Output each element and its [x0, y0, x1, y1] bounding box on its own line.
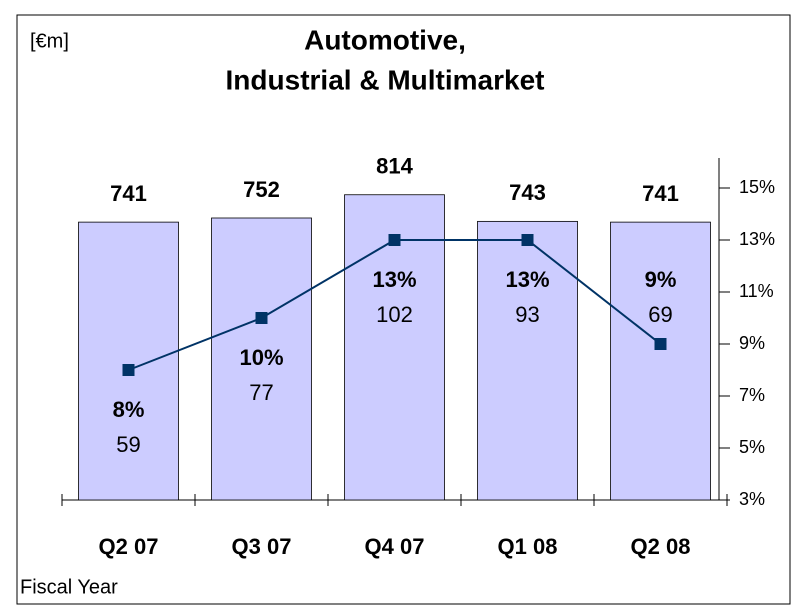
bar — [610, 221, 711, 501]
bar — [211, 217, 312, 501]
line-value-label: 10% — [239, 345, 283, 370]
segment-value-label: 59 — [116, 432, 140, 457]
line-marker — [122, 364, 135, 376]
bar-value-label: 743 — [509, 180, 546, 205]
bar-value-label: 814 — [376, 154, 413, 179]
y2-tick-label: 5% — [739, 437, 765, 457]
y2-tick-label: 3% — [739, 489, 765, 509]
y2-tick-label: 9% — [739, 333, 765, 353]
line-value-label: 9% — [645, 267, 677, 292]
segment-value-label: 93 — [515, 302, 539, 327]
x-tick-label: Q2 07 — [99, 534, 159, 559]
line-value-label: 13% — [372, 267, 416, 292]
line-marker — [388, 234, 401, 246]
bar-value-label: 752 — [243, 177, 280, 202]
bar — [78, 221, 179, 501]
bar-value-label: 741 — [110, 181, 147, 206]
x-tick-label: Q2 08 — [631, 534, 691, 559]
x-tick-label: Q3 07 — [232, 534, 292, 559]
line-value-label: 13% — [505, 267, 549, 292]
bar — [477, 220, 578, 501]
line-value-label: 8% — [113, 397, 145, 422]
bar-value-label: 741 — [642, 181, 679, 206]
chart-title: Automotive, — [304, 24, 466, 55]
x-tick-label: Q4 07 — [365, 534, 425, 559]
y2-tick-label: 15% — [739, 177, 775, 197]
line-marker — [255, 312, 268, 324]
unit-label: [€m] — [30, 30, 69, 52]
y2-tick-label: 7% — [739, 385, 765, 405]
x-axis-label: Fiscal Year — [20, 576, 118, 598]
line-marker — [654, 338, 667, 350]
segment-value-label: 77 — [249, 380, 273, 405]
y2-tick-label: 13% — [739, 229, 775, 249]
chart-title: Industrial & Multimarket — [226, 64, 545, 95]
segment-value-label: 69 — [648, 302, 672, 327]
line-marker — [521, 234, 534, 246]
y2-tick-label: 11% — [739, 281, 774, 301]
segment-value-label: 102 — [376, 302, 413, 327]
x-tick-label: Q1 08 — [498, 534, 558, 559]
